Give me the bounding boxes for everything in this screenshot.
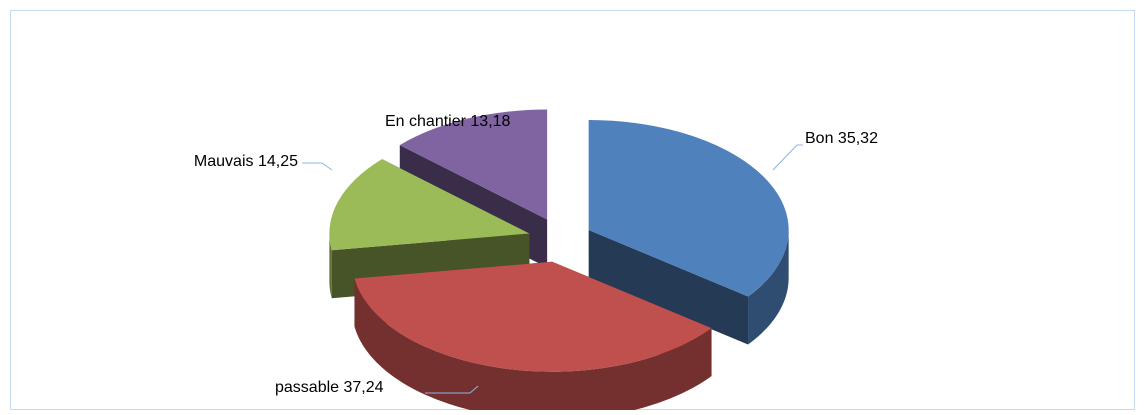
label-value: 37,24 bbox=[344, 379, 384, 396]
slices bbox=[329, 109, 789, 415]
slice-top bbox=[354, 261, 712, 372]
label-category: passable bbox=[275, 379, 339, 396]
label-value: 35,32 bbox=[838, 130, 878, 147]
data-label: Bon 35,32 bbox=[805, 130, 878, 147]
data-label: Mauvais 14,25 bbox=[194, 153, 298, 170]
slice bbox=[354, 261, 712, 415]
slice bbox=[588, 120, 789, 345]
leader-line bbox=[302, 162, 333, 171]
slice-top bbox=[399, 109, 548, 220]
labels: Bon 35,32 passable 37,24 Mauvais 14,25 En c… bbox=[194, 113, 878, 396]
data-label: passable 37,24 bbox=[275, 379, 384, 396]
label-category: Mauvais bbox=[194, 153, 254, 170]
label-category: Bon bbox=[805, 130, 833, 147]
leader-line bbox=[425, 385, 479, 394]
slice-side bbox=[588, 230, 749, 345]
slice-top bbox=[329, 159, 530, 251]
slice-top bbox=[588, 120, 789, 297]
label-value: 13,18 bbox=[470, 113, 510, 130]
slice-wall bbox=[354, 278, 712, 415]
slice-wall bbox=[748, 230, 789, 345]
label-category: En chantier bbox=[385, 113, 467, 130]
slice-wall bbox=[329, 233, 332, 299]
label-value: 14,25 bbox=[258, 153, 298, 170]
leader-line bbox=[772, 144, 803, 171]
data-label: En chantier 13,18 bbox=[385, 113, 511, 130]
